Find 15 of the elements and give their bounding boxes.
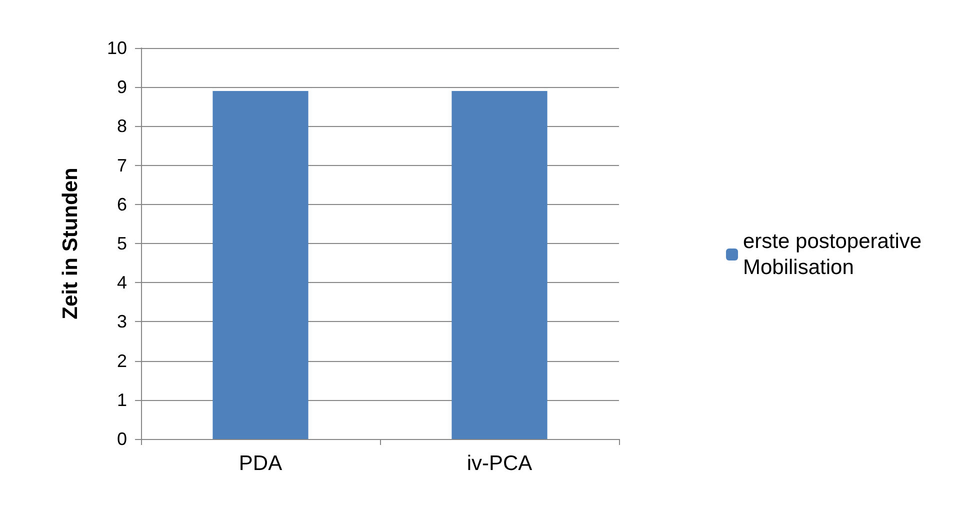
- y-tick-label: 6: [116, 194, 127, 214]
- y-tick-label: 0: [116, 429, 127, 449]
- y-tick-label: 4: [116, 272, 127, 293]
- y-axis-title: Zeit in Stunden: [59, 168, 82, 320]
- y-tick-label: 9: [116, 77, 127, 98]
- y-tick-label: 1: [116, 390, 127, 410]
- y-tick-label: 7: [116, 155, 127, 176]
- y-tick-label: 8: [116, 116, 127, 136]
- y-tick-label: 5: [116, 234, 127, 254]
- y-tick-label: 3: [116, 312, 127, 332]
- y-tick-label: 2: [116, 350, 127, 371]
- x-tick-label: PDA: [238, 452, 282, 475]
- y-tick-label: 10: [106, 38, 127, 58]
- legend-label: erste postoperative Mobilisation: [743, 230, 928, 279]
- x-tick-label: iv-PCA: [466, 452, 532, 475]
